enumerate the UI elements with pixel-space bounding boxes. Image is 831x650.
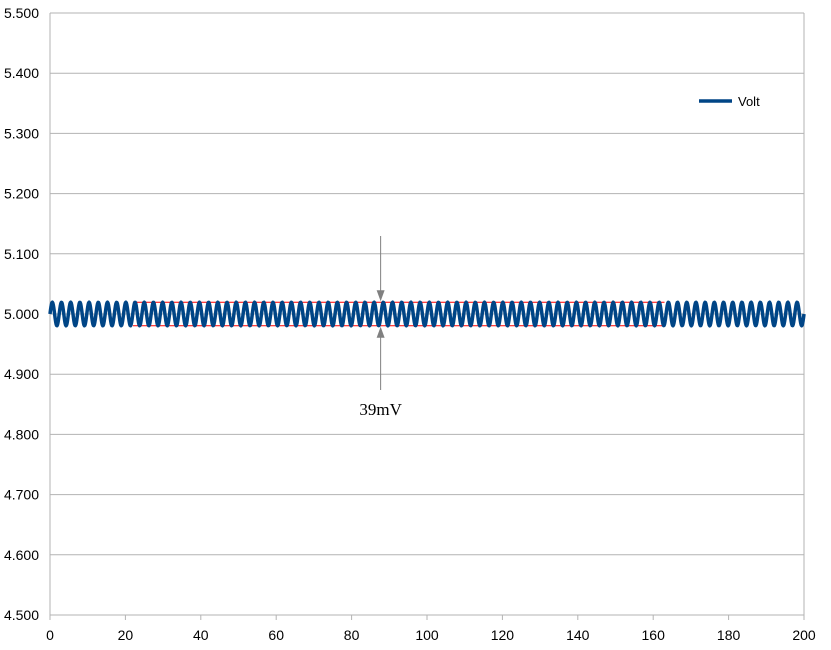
annotation-label: 39mV <box>359 400 402 419</box>
y-tick-label: 4.600 <box>4 547 39 563</box>
annotation-arrow-top-head <box>376 290 385 302</box>
x-tick-label: 60 <box>268 627 284 643</box>
x-tick-label: 160 <box>642 627 666 643</box>
y-tick-label: 5.100 <box>4 246 39 262</box>
y-tick-label: 4.700 <box>4 487 39 503</box>
axes: 4.500 4.600 4.700 4.800 4.900 5.000 5.100 5.200… <box>4 5 816 643</box>
y-tick-label: 5.300 <box>4 125 39 141</box>
y-tick-label: 5.200 <box>4 186 39 202</box>
ripple-annotation: 39mV <box>359 236 403 419</box>
y-tick-label: 5.500 <box>4 5 39 21</box>
y-tick-label: 5.400 <box>4 65 39 81</box>
series-line-volt <box>48 300 806 328</box>
x-tick-label: 100 <box>415 627 439 643</box>
legend: Volt <box>699 94 760 109</box>
x-tick-label: 20 <box>118 627 134 643</box>
y-tick-label: 5.000 <box>4 306 39 322</box>
x-tick-label: 140 <box>566 627 590 643</box>
annotation-arrow-bottom-head <box>376 326 385 338</box>
x-tick-label: 0 <box>46 627 54 643</box>
series-volt <box>48 300 806 328</box>
y-tick-label: 4.900 <box>4 366 39 382</box>
x-tick-label: 120 <box>491 627 515 643</box>
x-tick-label: 200 <box>792 627 816 643</box>
y-tick-label: 4.800 <box>4 426 39 442</box>
y-tick-label: 4.500 <box>4 607 39 623</box>
x-tick-label: 180 <box>717 627 741 643</box>
legend-label-volt: Volt <box>738 94 760 109</box>
x-tick-label: 40 <box>193 627 209 643</box>
x-tick-label: 80 <box>344 627 360 643</box>
